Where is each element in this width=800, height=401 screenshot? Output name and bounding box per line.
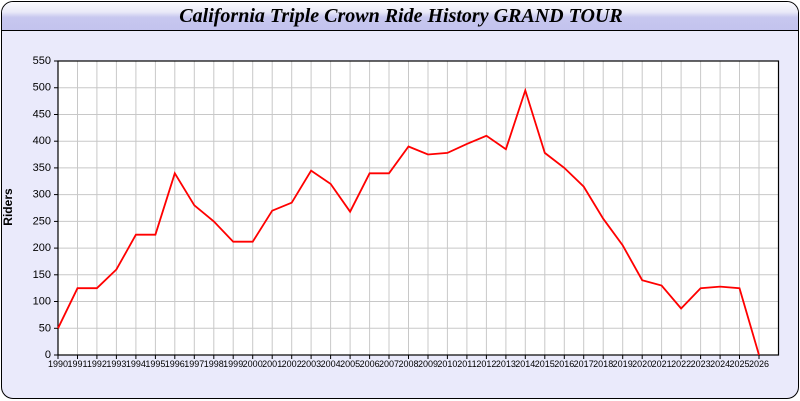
svg-text:2014: 2014 — [515, 359, 535, 369]
svg-text:1991: 1991 — [67, 359, 87, 369]
svg-text:2011: 2011 — [457, 359, 476, 369]
svg-text:2012: 2012 — [476, 359, 496, 369]
svg-text:550: 550 — [33, 55, 51, 67]
svg-text:2013: 2013 — [496, 359, 516, 369]
svg-text:2007: 2007 — [379, 359, 399, 369]
svg-text:2015: 2015 — [535, 359, 555, 369]
svg-text:2000: 2000 — [243, 359, 263, 369]
svg-text:50: 50 — [39, 322, 51, 334]
svg-text:2026: 2026 — [749, 359, 769, 369]
svg-text:2019: 2019 — [613, 359, 633, 369]
svg-text:150: 150 — [33, 269, 51, 281]
svg-text:2004: 2004 — [321, 359, 341, 369]
svg-text:2002: 2002 — [282, 359, 302, 369]
svg-text:2017: 2017 — [574, 359, 594, 369]
svg-text:1990: 1990 — [48, 359, 68, 369]
svg-text:2023: 2023 — [691, 359, 711, 369]
svg-text:2016: 2016 — [554, 359, 574, 369]
svg-text:2018: 2018 — [593, 359, 613, 369]
svg-text:2001: 2001 — [262, 359, 282, 369]
svg-text:2025: 2025 — [729, 359, 749, 369]
svg-text:2006: 2006 — [360, 359, 380, 369]
svg-text:2003: 2003 — [301, 359, 321, 369]
svg-text:350: 350 — [33, 162, 51, 174]
svg-text:450: 450 — [33, 109, 51, 121]
svg-text:1997: 1997 — [184, 359, 204, 369]
svg-text:1998: 1998 — [204, 359, 224, 369]
svg-text:400: 400 — [33, 135, 51, 147]
svg-text:2009: 2009 — [418, 359, 438, 369]
svg-text:2024: 2024 — [710, 359, 730, 369]
svg-text:2005: 2005 — [340, 359, 360, 369]
svg-text:2021: 2021 — [652, 359, 672, 369]
svg-text:1996: 1996 — [165, 359, 185, 369]
svg-text:1992: 1992 — [87, 359, 107, 369]
svg-text:1995: 1995 — [145, 359, 165, 369]
svg-text:1994: 1994 — [126, 359, 146, 369]
svg-text:2010: 2010 — [437, 359, 457, 369]
svg-text:250: 250 — [33, 215, 51, 227]
svg-text:100: 100 — [33, 296, 51, 308]
svg-text:2022: 2022 — [671, 359, 691, 369]
svg-text:300: 300 — [33, 189, 51, 201]
svg-text:1993: 1993 — [106, 359, 126, 369]
svg-text:2008: 2008 — [398, 359, 418, 369]
svg-text:2020: 2020 — [632, 359, 652, 369]
svg-text:1999: 1999 — [223, 359, 243, 369]
svg-text:200: 200 — [33, 242, 51, 254]
svg-text:500: 500 — [33, 82, 51, 94]
